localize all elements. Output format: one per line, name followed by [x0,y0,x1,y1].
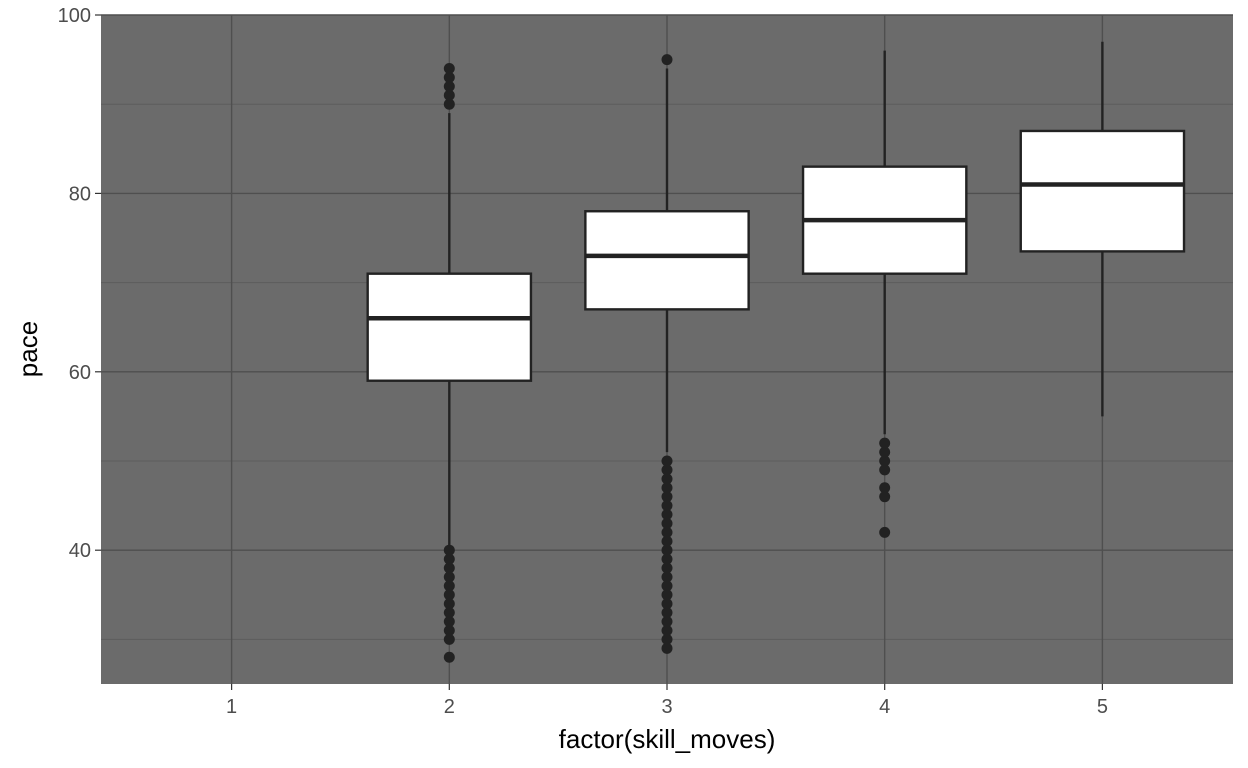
outlier-point [443,98,455,110]
outlier-point [661,607,673,619]
outlier-points [443,54,891,663]
outlier-point [443,598,455,610]
x-tick-label: 1 [226,696,237,718]
box-iqr [366,272,533,382]
outlier-point [879,482,891,494]
outlier-point [661,500,673,512]
y-tick-label: 100 [58,5,91,27]
y-axis-title: pace [13,321,43,377]
axes [95,14,1103,690]
outlier-point [443,553,455,565]
x-tick-label: 5 [1097,696,1108,718]
y-tick-label: 80 [69,183,91,205]
outlier-point [879,437,891,449]
outlier-point [661,616,673,628]
tick-labels: 40 60 80 100 1 2 3 4 5 [58,5,1108,718]
outlier-point [661,642,673,654]
x-axis-title: factor(skill_moves) [559,724,776,754]
y-tick-label: 40 [69,540,91,562]
outlier-point [443,633,455,645]
outlier-point [661,553,673,565]
outlier-point [443,571,455,583]
outlier-point [661,571,673,583]
outlier-point [879,491,891,503]
y-tick-label: 60 [69,362,91,384]
outlier-point [879,526,891,538]
boxes [366,41,1186,551]
outlier-point [443,624,455,636]
outlier-point [443,80,455,92]
outlier-point [443,580,455,592]
outlier-point [443,589,455,601]
box-iqr [584,210,750,311]
outlier-point [879,446,891,458]
outlier-point [661,517,673,529]
outlier-point [661,509,673,521]
outlier-point [661,491,673,503]
outlier-point [661,526,673,538]
outlier-point [443,63,455,75]
outlier-point [661,473,673,485]
outlier-point [443,544,455,556]
outlier-point [661,580,673,592]
outlier-point [661,589,673,601]
outlier-point [661,544,673,556]
outlier-point [443,651,455,663]
outlier-point [661,54,673,66]
outlier-point [879,455,891,467]
box-iqr [1019,129,1186,253]
outlier-point [661,633,673,645]
outlier-point [443,562,455,574]
outlier-point [661,624,673,636]
outlier-point [661,598,673,610]
outlier-point [879,464,891,476]
outlier-point [661,464,673,476]
outlier-point [661,562,673,574]
outlier-point [443,71,455,83]
outlier-point [661,455,673,467]
x-tick-label: 3 [661,696,672,718]
x-tick-label: 2 [444,696,455,718]
outlier-point [443,607,455,619]
outlier-point [443,89,455,101]
x-tick-label: 4 [879,696,890,718]
outlier-point [443,616,455,628]
outlier-point [661,482,673,494]
outlier-point [661,535,673,547]
